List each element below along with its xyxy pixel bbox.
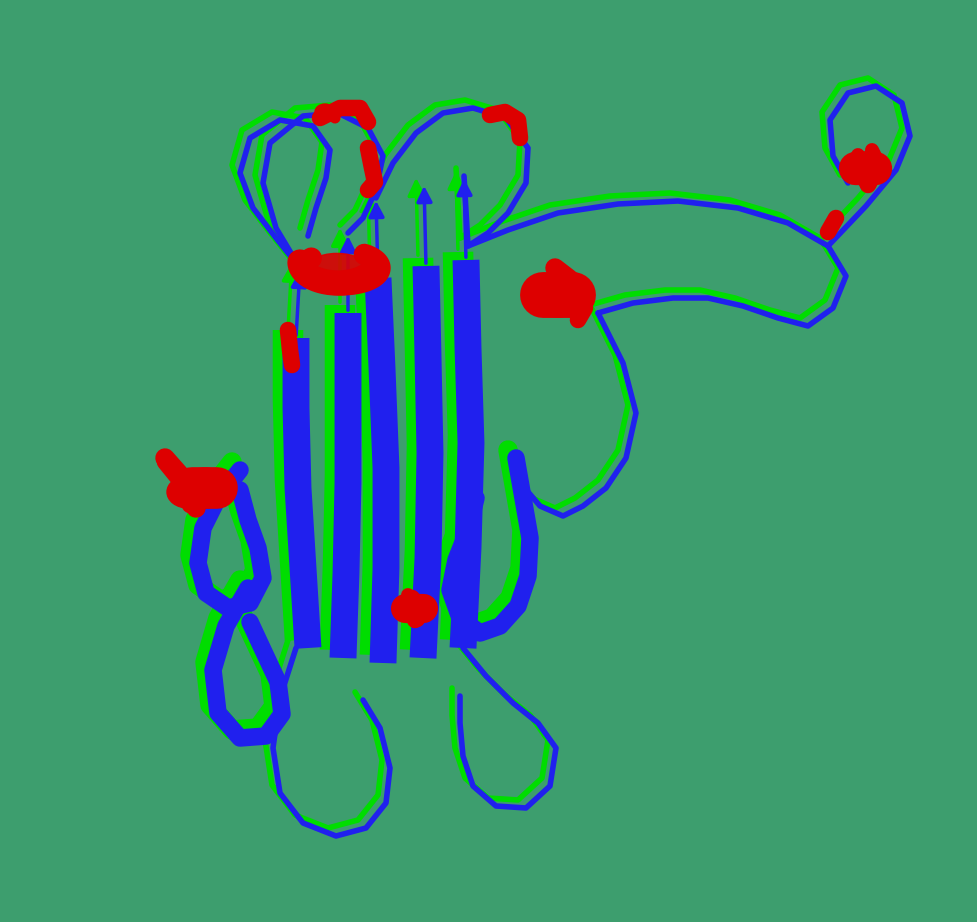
Ellipse shape [180,468,230,508]
Ellipse shape [396,594,432,622]
Ellipse shape [315,104,335,120]
Ellipse shape [845,152,885,184]
Ellipse shape [167,476,209,508]
Ellipse shape [528,273,588,317]
Ellipse shape [531,274,579,310]
Ellipse shape [303,254,371,292]
